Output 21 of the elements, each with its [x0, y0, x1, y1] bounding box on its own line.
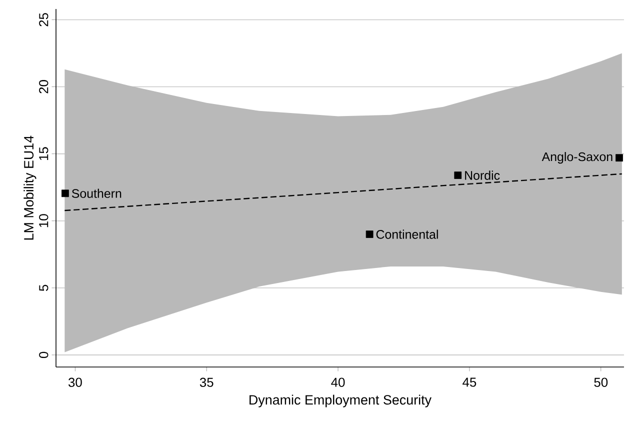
- y-tick-label: 15: [39, 147, 48, 160]
- y-tick-label: 25: [39, 13, 48, 26]
- x-tick-label: 30: [68, 378, 82, 387]
- y-axis-title: LM Mobility EU14: [24, 136, 36, 240]
- x-tick-label: 40: [331, 378, 345, 387]
- annotation: Anglo-Saxon: [542, 152, 612, 164]
- annotation: Continental: [376, 230, 438, 239]
- y-tick-label: 10: [39, 214, 48, 228]
- point: [616, 154, 623, 162]
- y-tick-label: 20: [39, 80, 48, 94]
- y-tick-label: 5: [39, 284, 48, 291]
- annotation: Southern: [72, 188, 122, 198]
- x-tick-label: 50: [594, 378, 608, 387]
- y-tick-label: 0: [39, 352, 48, 358]
- x-tick-label: 35: [200, 378, 214, 387]
- x-tick-label: 45: [462, 378, 476, 387]
- point: [366, 230, 374, 238]
- annotation: Nordic: [465, 170, 500, 180]
- point: [454, 172, 462, 179]
- point: [62, 190, 69, 198]
- x-axis-title: Dynamic Employment Security: [250, 394, 432, 408]
